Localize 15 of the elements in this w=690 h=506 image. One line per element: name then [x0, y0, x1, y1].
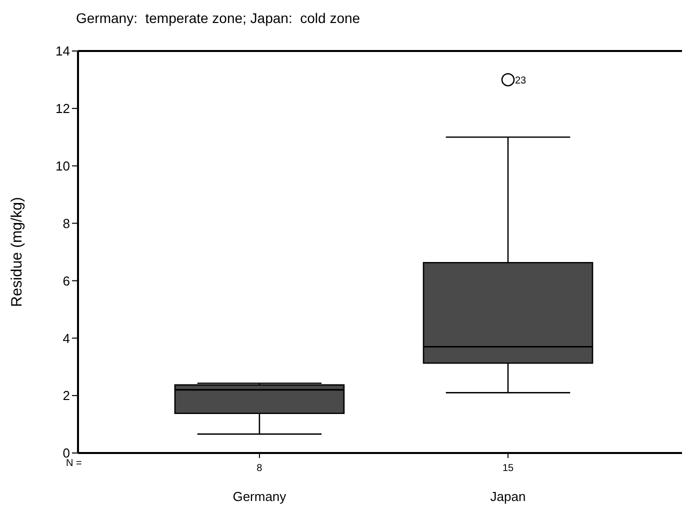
text: N =: [66, 458, 82, 469]
chart-title: Germany: temperate zone; Japan: cold zone: [76, 10, 360, 26]
text: 8: [256, 463, 263, 474]
y-tick-label: 12: [56, 101, 70, 116]
text: 15: [502, 463, 514, 474]
y-tick-label: 8: [62, 216, 70, 231]
y-tick-label: 6: [62, 273, 70, 288]
x-tick-label: Japan: [490, 489, 526, 504]
y-tick-label: 2: [62, 388, 70, 404]
y-axis-title: Residue (mg/kg): [8, 196, 26, 308]
x-tick-label: Germany: [232, 489, 287, 504]
y-tick-label: 4: [62, 330, 70, 346]
y-tick-label: 10: [56, 158, 70, 174]
annotation: 23: [515, 76, 527, 87]
y-tick-label: 14: [56, 44, 70, 59]
